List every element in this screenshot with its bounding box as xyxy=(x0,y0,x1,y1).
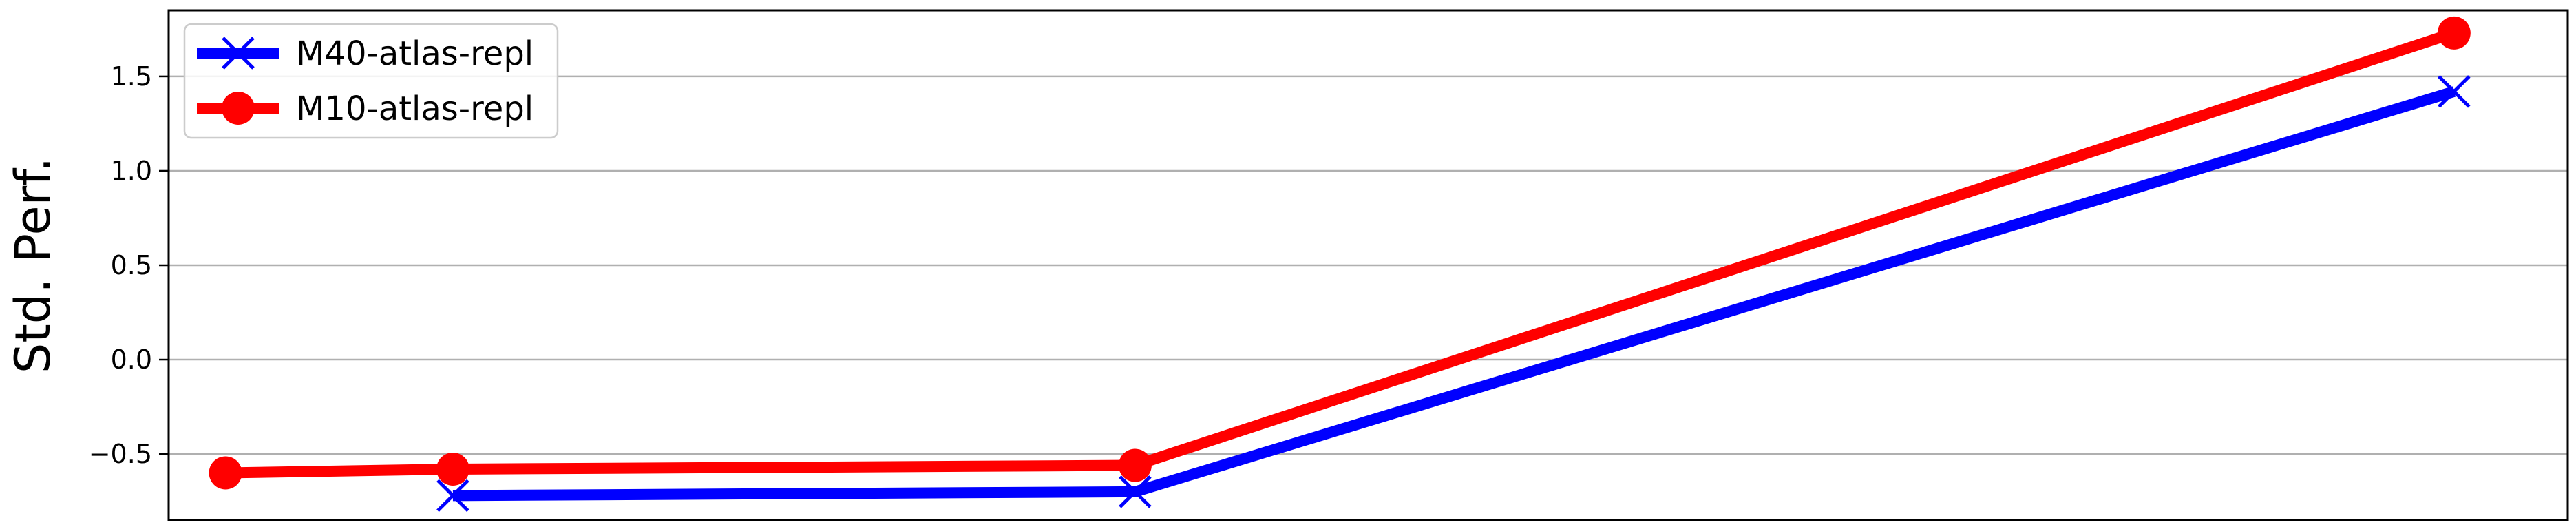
legend-marker xyxy=(222,92,255,125)
data-point xyxy=(2437,16,2471,50)
data-point xyxy=(436,479,469,513)
y-axis-title: Std. Perf. xyxy=(5,157,61,373)
series-line xyxy=(452,86,2456,502)
legend-entry: M10-atlas-repl xyxy=(197,90,534,128)
y-tick-label: −0.5 xyxy=(89,439,152,469)
grid-lines xyxy=(169,75,2568,455)
y-tick-label: 1.0 xyxy=(111,156,152,186)
legend-label: M40-atlas-repl xyxy=(296,34,534,73)
data-point xyxy=(2438,75,2471,108)
y-tick-label: 0.0 xyxy=(111,344,152,375)
legend: M40-atlas-repl M10-atlas-repl xyxy=(183,23,559,139)
plot-frame xyxy=(167,9,2569,521)
data-point xyxy=(1119,475,1152,508)
y-tick-label: 0.5 xyxy=(111,250,152,280)
legend-label: M10-atlas-repl xyxy=(296,90,534,128)
data-point xyxy=(209,456,242,490)
series-M10-atlas-repl xyxy=(209,16,2471,490)
series-M40-atlas-repl xyxy=(436,75,2471,513)
y-axis-ticks: −0.5 0.0 0.5 1.0 1.5 xyxy=(89,61,169,469)
legend-marker xyxy=(222,37,255,70)
data-point xyxy=(436,453,469,486)
series-layer xyxy=(209,16,2471,513)
legend-entry: M40-atlas-repl xyxy=(197,34,534,73)
y-tick-label: 1.5 xyxy=(111,61,152,92)
series-line xyxy=(225,28,2456,479)
data-point xyxy=(1118,448,1152,482)
